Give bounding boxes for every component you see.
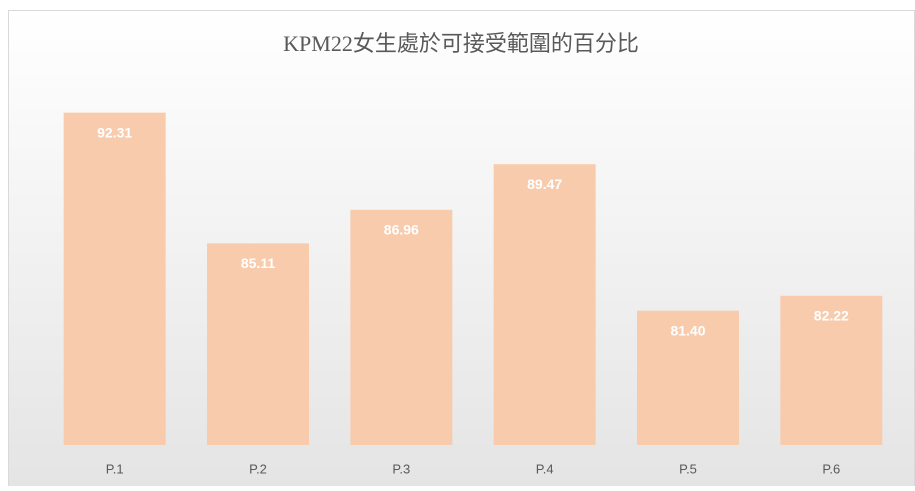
- x-tick-label: P.6: [822, 461, 840, 476]
- data-label: 86.96: [384, 221, 419, 237]
- bar: [780, 295, 883, 445]
- data-label: 92.31: [97, 124, 132, 140]
- chart-title: KPM22女生處於可接受範圍的百分比: [283, 31, 639, 56]
- bar: [350, 209, 453, 445]
- bar: [63, 112, 166, 446]
- data-label: 89.47: [527, 176, 562, 192]
- bar: [493, 164, 596, 446]
- x-tick-label: P.2: [249, 461, 267, 476]
- x-tick-label: P.4: [536, 461, 554, 476]
- data-label: 81.40: [670, 322, 705, 338]
- data-label: 85.11: [241, 255, 275, 271]
- x-tick-label: P.5: [679, 461, 697, 476]
- data-label: 82.22: [814, 308, 849, 324]
- x-tick-label: P.1: [106, 461, 124, 476]
- bar: [637, 310, 739, 445]
- x-tick-label: P.3: [392, 461, 410, 476]
- bar: [207, 243, 309, 445]
